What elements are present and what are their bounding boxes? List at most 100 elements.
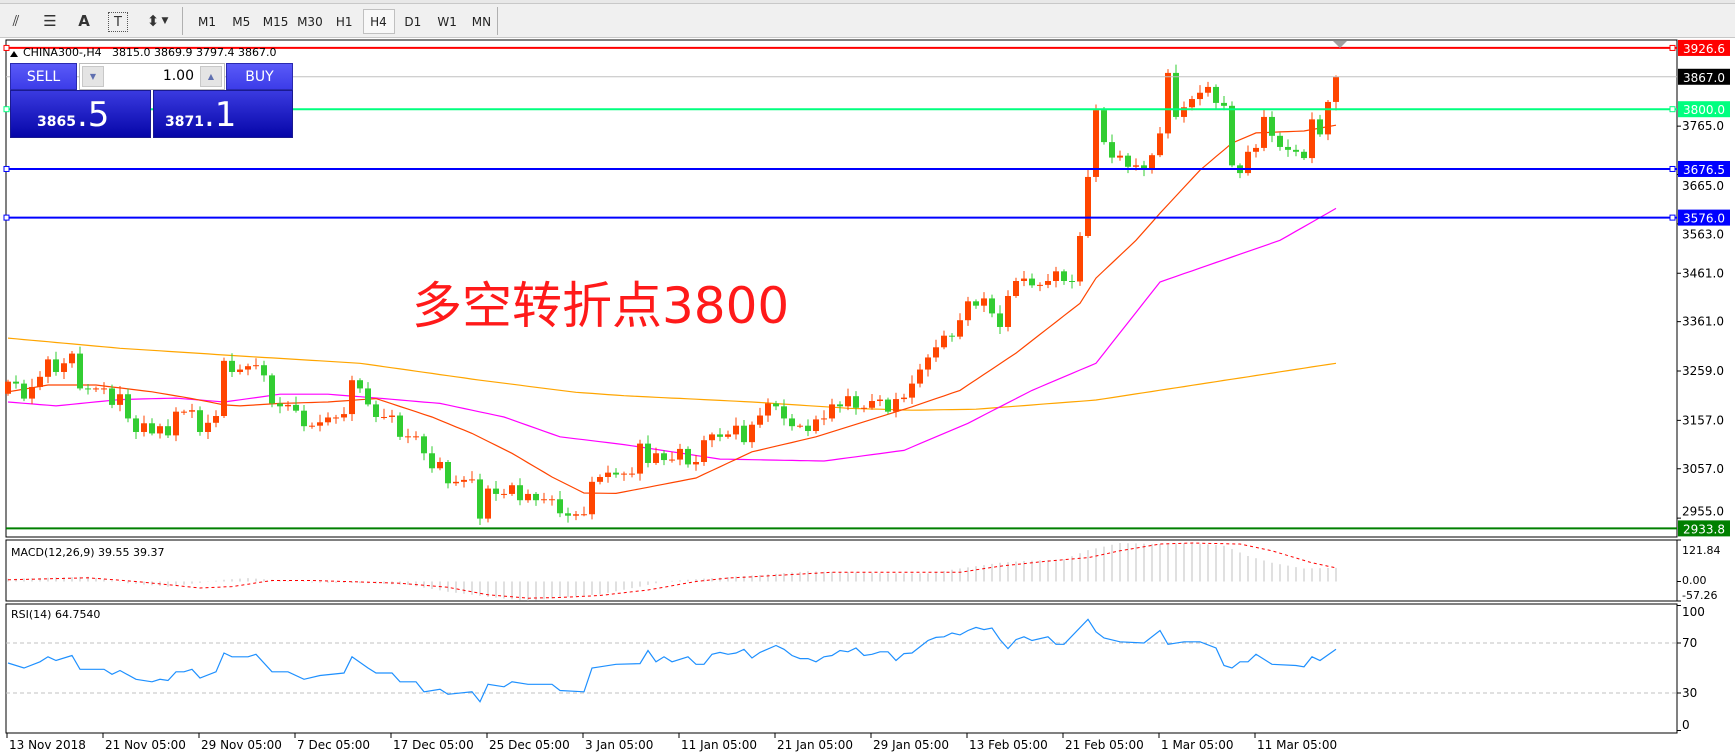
candle (269, 373, 275, 408)
candle-body (1021, 278, 1027, 281)
timeframe-h1-button[interactable]: H1 (335, 14, 353, 29)
lot-decrease-button[interactable]: ▼ (82, 66, 104, 87)
chevron-down-icon[interactable]: ▼ (161, 16, 169, 26)
candle (309, 422, 315, 429)
timeframe-m15-button[interactable]: M15 (262, 14, 289, 29)
candle-body (1213, 86, 1219, 103)
candle-body (973, 301, 979, 306)
candle (333, 414, 339, 424)
lot-size-input[interactable]: ▼ 1.00 ▲ (79, 63, 225, 90)
price-label-bg (1678, 68, 1730, 85)
candle-body (317, 422, 323, 426)
candle (605, 465, 611, 483)
candle (637, 439, 643, 481)
candle (549, 495, 555, 506)
candle-body (741, 425, 747, 443)
price-tick-label: 3765.0 (1682, 119, 1724, 133)
candle (613, 468, 619, 478)
text-label-icon[interactable]: T (108, 12, 128, 32)
timeframe-h4-button[interactable]: H4 (362, 9, 395, 34)
candle (117, 386, 123, 412)
candle-body (149, 423, 155, 434)
candle-body (389, 415, 395, 417)
candle (677, 443, 683, 466)
candle (1197, 85, 1203, 106)
line-handle[interactable] (1669, 165, 1676, 172)
candle-body (277, 403, 283, 407)
candle (621, 471, 627, 481)
elliott-wave-icon[interactable]: ⫽ (12, 12, 20, 30)
rsi-tick-label: 0 (1682, 718, 1690, 732)
sell-price-button[interactable]: 3865 .5 (10, 90, 151, 138)
buy-price-button[interactable]: 3871 .1 (153, 90, 293, 138)
timeframe-m5-button[interactable]: M5 (232, 14, 251, 29)
timeframe-d1-button[interactable]: D1 (404, 14, 422, 29)
candle (341, 407, 347, 422)
candle-body (1269, 116, 1275, 136)
candle (61, 358, 67, 379)
timeframe-mn-button[interactable]: MN (471, 14, 492, 29)
candle-body (1205, 86, 1211, 93)
candle (221, 357, 227, 418)
candle-body (1053, 271, 1059, 281)
candle-body (205, 422, 211, 432)
candle-body (885, 399, 891, 412)
candle-body (269, 375, 275, 404)
fibonacci-icon[interactable]: ☰ (43, 12, 57, 30)
candle (573, 511, 579, 521)
candle-body (773, 403, 779, 407)
price-tick-label: 2955.0 (1682, 504, 1724, 518)
macd-panel-frame (5, 539, 1678, 602)
candle (21, 379, 27, 402)
date-label: 11 Jan 05:00 (681, 738, 757, 752)
candle-body (853, 396, 859, 408)
candle-body (181, 411, 187, 413)
candle (437, 457, 443, 471)
candle (1213, 84, 1219, 110)
candle-body (429, 453, 435, 469)
lot-value[interactable]: 1.00 (162, 68, 194, 84)
candle-body (141, 423, 147, 432)
candle-body (997, 313, 1003, 327)
timeframe-m1-button[interactable]: M1 (198, 14, 216, 29)
line-handle[interactable] (3, 165, 10, 172)
candle-body (1173, 72, 1179, 117)
price-line-label: 3926.6 (1683, 42, 1725, 56)
candle-body (357, 380, 363, 389)
candle (1005, 290, 1011, 332)
candle (525, 489, 531, 503)
candle (845, 388, 851, 411)
rsi-panel-frame (5, 603, 1678, 734)
timeframe-w1-button[interactable]: W1 (437, 14, 457, 29)
candle (5, 379, 11, 396)
price-label-bg (1678, 160, 1730, 177)
line-handle[interactable] (3, 44, 10, 51)
candle-body (525, 493, 531, 501)
candle-body (1197, 92, 1203, 100)
arrows-icon[interactable]: ⬍ (146, 12, 160, 30)
candle (477, 473, 483, 525)
text-icon[interactable]: A (78, 12, 90, 30)
price-tick-label: 3057.0 (1682, 462, 1724, 476)
date-label: 3 Jan 05:00 (585, 738, 653, 752)
chart-shift-marker-icon[interactable] (1333, 41, 1347, 48)
candle-body (1261, 116, 1267, 148)
line-handle[interactable] (1669, 106, 1676, 113)
line-handle[interactable] (3, 214, 10, 221)
annotation-text: 多空转折点3800 (412, 277, 790, 335)
candle-body (781, 406, 787, 419)
candle-body (573, 514, 579, 516)
candle-body (837, 404, 843, 407)
lot-increase-button[interactable]: ▲ (200, 66, 222, 87)
candle (453, 475, 459, 486)
toolbar-separator (182, 7, 183, 35)
ma-mid-line (7, 207, 1337, 462)
rsi-tick-label: 30 (1682, 686, 1697, 700)
line-handle[interactable] (1669, 214, 1676, 221)
timeframe-m30-button[interactable]: M30 (297, 14, 323, 29)
line-handle[interactable] (1669, 44, 1676, 51)
sell-button[interactable]: SELL (10, 63, 77, 90)
buy-button[interactable]: BUY (226, 63, 293, 90)
candle-body (1333, 76, 1339, 102)
line-handle[interactable] (3, 106, 10, 113)
